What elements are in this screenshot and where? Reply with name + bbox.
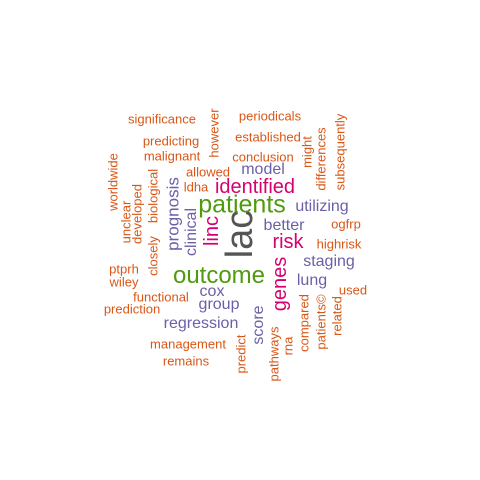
word-regression: regression [163, 315, 239, 332]
word-closely: closely [145, 236, 161, 276]
word-prediction: prediction [103, 301, 161, 317]
word-related: related [329, 296, 345, 336]
word-might: might [299, 136, 315, 168]
word-established: established [235, 129, 301, 145]
word-outcome: outcome [172, 262, 266, 289]
word-predict: predict [233, 334, 249, 374]
word-ptprh: ptprh [109, 261, 139, 277]
word-highrisk: highrisk [316, 236, 362, 252]
word-functional: functional [133, 289, 189, 305]
word-risk: risk [272, 231, 304, 253]
word-allowed: allowed [185, 164, 231, 180]
word-group: group [198, 296, 240, 313]
word-however: however [206, 108, 222, 158]
word-linc: linc [201, 215, 223, 247]
word-biological: biological [145, 168, 161, 224]
word-management: management [150, 336, 226, 352]
word-malignant: malignant [143, 148, 201, 164]
word-better: better [263, 217, 305, 234]
word-used: used [338, 282, 368, 298]
word-genes: genes [269, 256, 291, 312]
word-patients-copyright: patients© [313, 294, 329, 350]
word-ogfrp: ogfrp [331, 216, 361, 232]
word-compared: compared [296, 294, 312, 352]
word-score: score [250, 305, 267, 345]
word-patients: patients [198, 190, 286, 219]
word-wiley: wiley [109, 274, 139, 290]
word-utilizing: utilizing [295, 198, 349, 215]
word-clinical: clinical [183, 207, 200, 257]
word-ldha: ldha [183, 179, 209, 195]
word-prognosis: prognosis [163, 177, 183, 251]
word-remains: remains [162, 353, 210, 369]
word-identified: identified [214, 176, 296, 198]
word-conclusion: conclusion [232, 149, 294, 165]
word-periodicals: periodicals [238, 108, 302, 124]
word-pathways: pathways [266, 326, 282, 382]
word-staging: staging [303, 253, 355, 270]
word-predicting: predicting [142, 133, 200, 149]
word-model: model [241, 161, 285, 178]
word-subsequently: subsequently [332, 113, 348, 191]
word-developed: developed [129, 184, 145, 244]
word-lung: lung [296, 272, 328, 289]
word-cox: cox [199, 283, 225, 300]
word-differences: differences [313, 127, 329, 191]
word-rna: rna [280, 336, 296, 356]
word-significance: significance [128, 111, 196, 127]
